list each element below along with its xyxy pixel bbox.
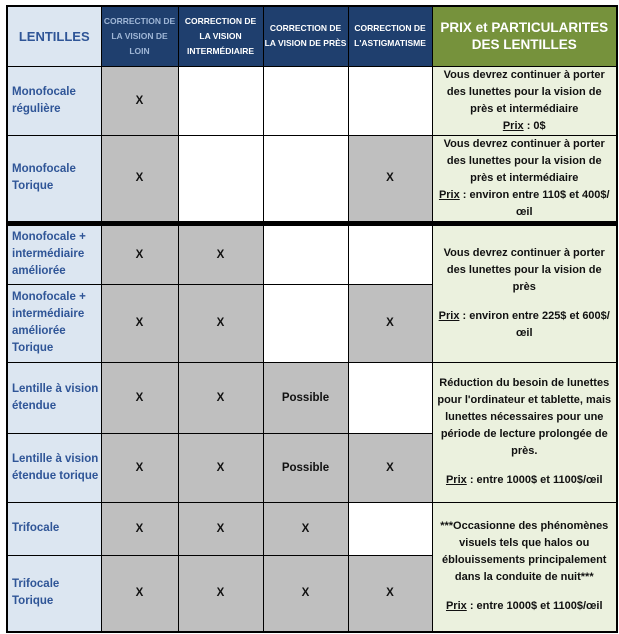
lens-name: Trifocale <box>6 501 102 556</box>
prix-value: : environ entre 110$ et 400$/œil <box>459 188 610 218</box>
price-description: Vous devrez continuer à porter des lunet… <box>443 68 605 115</box>
cell-astig: X <box>347 554 433 633</box>
lens-name: Monofocale + intermédiaire améliorée Tor… <box>6 283 102 363</box>
price-info: ***Occasionne des phénomènes visuels tel… <box>431 501 618 633</box>
table-row: Monofocale Torique X X Vous devrez continue… <box>6 134 618 226</box>
cell-astig: X <box>347 432 433 503</box>
header-pres: CORRECTION DE LA VISION DE PRÈS <box>262 5 349 67</box>
price-line: Prix : entre 1000$ et 1100$/œil <box>435 472 615 489</box>
lens-name: Lentille à vision étendue torique <box>6 432 102 503</box>
table-row: Lentille à vision étendue X X Possible Réduc… <box>6 361 618 503</box>
cell-pres <box>262 283 349 363</box>
cell-pres: X <box>262 554 349 633</box>
prix-value: : entre 1000$ et 1100$/œil <box>466 600 603 613</box>
table-row: Lentille à vision étendue torique X X Possi… <box>6 432 617 503</box>
table-row: Trifocale X X X ***Occasionne des phénomènes… <box>6 501 618 633</box>
lens-name: Lentille à vision étendue <box>6 361 102 434</box>
price-info: Vous devrez continuer à porter des lunet… <box>431 65 618 136</box>
prix-value: : environ entre 225$ et 600$/œil <box>459 310 610 339</box>
cell-loin: X <box>100 134 179 226</box>
price-info: Réduction du besoin de lunettes pour l'o… <box>431 361 618 503</box>
lens-name: Monofocale Torique <box>6 134 102 226</box>
cell-pres: Possible <box>262 432 349 503</box>
header-intermediaire: CORRECTION DE LA VISION INTERMÉDIAIRE <box>177 5 264 67</box>
header-lentilles: LENTILLES <box>6 5 102 67</box>
cell-astig <box>347 222 433 285</box>
lens-name: Trifocale Torique <box>6 554 102 633</box>
prix-label: Prix <box>438 188 460 201</box>
cell-loin: X <box>100 222 179 285</box>
cell-astig: X <box>347 283 433 363</box>
table-row: Monofocale régulière X Vous devrez continu… <box>6 65 618 136</box>
prix-label: Prix <box>438 310 460 322</box>
cell-loin: X <box>100 65 179 136</box>
cell-loin: X <box>100 283 179 363</box>
prix-label: Prix <box>445 600 467 613</box>
cell-astig <box>347 65 433 136</box>
prix-label: Prix <box>445 474 467 486</box>
price-description: Vous devrez continuer à porter des lunet… <box>443 137 605 184</box>
price-line: Prix : environ entre 225$ et 600$/œil <box>435 308 615 342</box>
price-description: Vous devrez continuer à porter des lunet… <box>443 247 605 293</box>
prix-value: : entre 1000$ et 1100$/œil <box>466 474 603 486</box>
header-row: LENTILLES CORRECTION DE LA VISION DE LOI… <box>6 5 618 67</box>
price-line: Prix : 0$ <box>435 118 615 135</box>
price-description: ***Occasionne des phénomènes visuels tel… <box>440 520 609 584</box>
cell-loin: X <box>100 554 179 633</box>
cell-pres: X <box>262 501 349 556</box>
cell-pres: Possible <box>262 361 349 434</box>
table-row: Monofocale + intermédiaire améliorée X X Vo… <box>6 222 618 363</box>
cell-astig <box>347 501 433 556</box>
prix-value: : 0$ <box>523 119 546 132</box>
cell-loin: X <box>100 432 179 503</box>
cell-pres <box>262 222 349 285</box>
cell-inter: X <box>177 361 264 434</box>
cell-inter <box>177 134 264 226</box>
price-description: Réduction du besoin de lunettes pour l'o… <box>437 377 612 457</box>
cell-astig <box>347 361 433 434</box>
prix-label: Prix <box>502 119 524 132</box>
price-line: Prix : environ entre 110$ et 400$/œil <box>435 187 615 221</box>
header-prix: PRIX et PARTICULARITES DES LENTILLES <box>431 5 618 67</box>
cell-inter <box>177 65 264 136</box>
cell-inter: X <box>177 501 264 556</box>
header-astigmatisme: CORRECTION DE L'ASTIGMATISME <box>347 5 433 67</box>
lens-name: Monofocale + intermédiaire améliorée <box>6 222 102 285</box>
cell-inter: X <box>177 554 264 633</box>
table-row: Trifocale Torique X X X X <box>6 554 617 633</box>
cell-astig: X <box>347 134 433 226</box>
cell-loin: X <box>100 501 179 556</box>
lens-comparison-table: LENTILLES CORRECTION DE LA VISION DE LOI… <box>6 5 618 633</box>
price-info: Vous devrez continuer à porter des lunet… <box>431 134 618 226</box>
lens-name: Monofocale régulière <box>6 65 102 136</box>
cell-inter: X <box>177 432 264 503</box>
price-info: Vous devrez continuer à porter des lunet… <box>431 222 618 363</box>
table-row: Monofocale + intermédiaire améliorée Tor… <box>6 283 617 363</box>
header-loin: CORRECTION DE LA VISION DE LOIN <box>100 5 179 67</box>
cell-pres <box>262 65 349 136</box>
cell-inter: X <box>177 283 264 363</box>
cell-loin: X <box>100 361 179 434</box>
cell-inter: X <box>177 222 264 285</box>
cell-pres <box>262 134 349 226</box>
price-line: Prix : entre 1000$ et 1100$/œil <box>435 598 615 615</box>
